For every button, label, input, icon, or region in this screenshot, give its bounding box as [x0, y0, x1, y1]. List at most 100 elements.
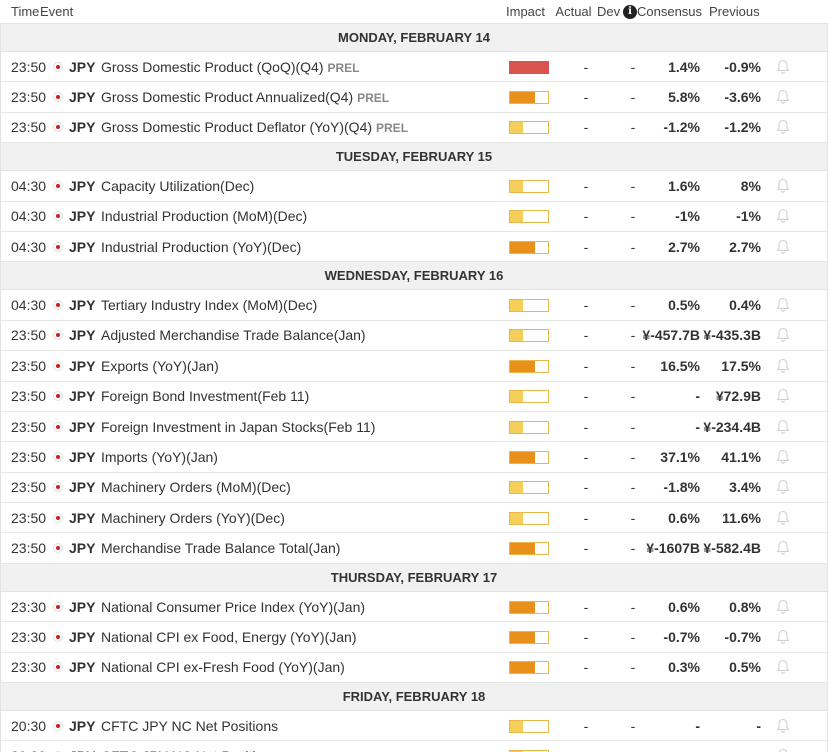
- event-name-cell[interactable]: CFTC JPY NC Net Positions: [101, 748, 278, 752]
- bell-icon[interactable]: [776, 479, 790, 495]
- event-row[interactable]: 23:50 JPY Gross Domestic Product (QoQ)(Q4)…: [0, 52, 828, 83]
- bell-icon[interactable]: [776, 419, 790, 435]
- event-name[interactable]: Machinery Orders (YoY)(Dec): [101, 509, 285, 526]
- previous-value: -1.2%: [724, 119, 761, 136]
- event-row[interactable]: 23:50 JPY Machinery Orders (YoY)(Dec) - - 0.6…: [0, 503, 828, 534]
- event-name-cell[interactable]: National CPI ex Food, Energy (YoY)(Jan): [101, 629, 357, 645]
- bell-icon[interactable]: [776, 599, 790, 615]
- event-name[interactable]: Machinery Orders (MoM)(Dec): [101, 479, 291, 496]
- event-name-cell[interactable]: Merchandise Trade Balance Total(Jan): [101, 540, 340, 556]
- bell-icon[interactable]: [776, 718, 790, 734]
- event-row[interactable]: 23:30 JPY National Consumer Price Index (Y…: [0, 591, 828, 623]
- bell-icon[interactable]: [776, 629, 790, 645]
- bell-icon[interactable]: [776, 540, 790, 556]
- event-name-cell[interactable]: Exports (YoY)(Jan): [101, 358, 219, 374]
- event-name-cell[interactable]: National CPI ex-Fresh Food (YoY)(Jan): [101, 659, 345, 675]
- event-name-cell[interactable]: Gross Domestic Product Annualized(Q4) PRE…: [101, 89, 389, 105]
- event-name[interactable]: Tertiary Industry Index (MoM)(Dec): [101, 297, 318, 314]
- event-name-cell[interactable]: Gross Domestic Product Deflator (YoY)(Q4…: [101, 119, 408, 135]
- bell-icon[interactable]: [776, 748, 790, 752]
- event-name-cell[interactable]: Foreign Investment in Japan Stocks(Feb 1…: [101, 419, 375, 435]
- event-name-cell[interactable]: National Consumer Price Index (YoY)(Jan): [101, 599, 365, 615]
- bell-icon[interactable]: [776, 59, 790, 75]
- event-name-cell[interactable]: Industrial Production (YoY)(Dec): [101, 239, 301, 255]
- bell-icon[interactable]: [776, 208, 790, 224]
- event-name[interactable]: National CPI ex Food, Energy (YoY)(Jan): [101, 628, 357, 645]
- event-row[interactable]: 23:50 JPY Gross Domestic Product Deflator …: [0, 112, 828, 144]
- bell-icon[interactable]: [776, 358, 790, 374]
- actual-value: -: [583, 628, 589, 645]
- event-name-cell[interactable]: Tertiary Industry Index (MoM)(Dec): [101, 297, 317, 313]
- japan-flag-icon: [53, 451, 63, 462]
- consensus-value: 1.4%: [668, 58, 700, 75]
- event-name-cell[interactable]: CFTC JPY NC Net Positions: [101, 718, 278, 734]
- event-time: 20:30: [11, 748, 51, 752]
- event-name-cell[interactable]: Imports (YoY)(Jan): [101, 449, 218, 465]
- event-row[interactable]: 23:50 JPY Foreign Investment in Japan Stoc…: [0, 411, 828, 443]
- event-currency: JPY: [69, 238, 96, 255]
- event-name-cell[interactable]: Adjusted Merchandise Trade Balance(Jan): [101, 327, 366, 343]
- bell-icon[interactable]: [776, 239, 790, 255]
- event-row[interactable]: 04:30 JPY Industrial Production (MoM)(Dec)…: [0, 201, 828, 232]
- previous-value: 17.5%: [721, 357, 761, 374]
- event-name[interactable]: Industrial Production (MoM)(Dec): [101, 208, 308, 225]
- event-row[interactable]: 23:50 JPY Exports (YoY)(Jan) - - 16.5% 17.5%: [0, 351, 828, 382]
- event-row[interactable]: 23:50 JPY Merchandise Trade Balance Total(…: [0, 533, 828, 564]
- event-name-cell[interactable]: Machinery Orders (YoY)(Dec): [101, 510, 285, 526]
- event-name[interactable]: Exports (YoY)(Jan): [101, 357, 219, 374]
- event-name[interactable]: CFTC JPY NC Net Positions: [101, 717, 279, 734]
- event-row[interactable]: 23:30 JPY National CPI ex Food, Energy (Yo…: [0, 622, 828, 653]
- japan-flag-icon: [53, 241, 63, 252]
- bell-icon[interactable]: [776, 659, 790, 675]
- previous-value: 8%: [740, 177, 761, 194]
- event-row[interactable]: 04:30 JPY Tertiary Industry Index (MoM)(De…: [0, 290, 828, 321]
- prel-badge: PREL: [376, 121, 409, 136]
- prel-badge: PREL: [327, 60, 360, 75]
- event-row[interactable]: 04:30 JPY Industrial Production (YoY)(Dec)…: [0, 231, 828, 263]
- info-icon[interactable]: i: [623, 4, 637, 19]
- bell-icon[interactable]: [776, 510, 790, 526]
- event-time: 23:50: [11, 448, 47, 465]
- event-time: 04:30: [11, 238, 47, 255]
- bell-icon[interactable]: [776, 178, 790, 194]
- event-row[interactable]: 23:50 JPY Machinery Orders (MoM)(Dec) - - -1.…: [0, 472, 828, 504]
- deviation-value: -: [630, 297, 636, 314]
- event-name[interactable]: Imports (YoY)(Jan): [101, 448, 218, 465]
- bell-icon[interactable]: [776, 449, 790, 465]
- event-name-cell[interactable]: Industrial Production (MoM)(Dec): [101, 208, 307, 224]
- japan-flag-icon: [53, 512, 63, 523]
- event-row[interactable]: 23:50 JPY Imports (YoY)(Jan) - - 37.1% 41.1%: [0, 442, 828, 473]
- event-name[interactable]: National Consumer Price Index (YoY)(Jan): [101, 598, 366, 615]
- event-name[interactable]: Industrial Production (YoY)(Dec): [101, 238, 302, 255]
- event-row[interactable]: 23:30 JPY National CPI ex-Fresh Food (YoY)…: [0, 652, 828, 684]
- bell-icon[interactable]: [776, 297, 790, 313]
- event-row[interactable]: 20:30 JPY CFTC JPY NC Net Positions - - - -: [0, 741, 828, 752]
- event-name[interactable]: CFTC JPY NC Net Positions: [101, 748, 278, 752]
- previous-value: -0.7%: [724, 628, 761, 645]
- event-name-cell[interactable]: Foreign Bond Investment(Feb 11): [101, 388, 309, 404]
- japan-flag-icon: [53, 180, 63, 191]
- event-name-cell[interactable]: Machinery Orders (MoM)(Dec): [101, 479, 291, 495]
- event-row[interactable]: 04:30 JPY Capacity Utilization(Dec) - - 1.6% 8…: [0, 171, 828, 202]
- bell-icon[interactable]: [776, 388, 790, 404]
- bell-icon[interactable]: [776, 327, 790, 343]
- bell-icon[interactable]: [776, 89, 790, 105]
- event-name[interactable]: Capacity Utilization(Dec): [101, 177, 255, 194]
- event-name[interactable]: Gross Domestic Product (QoQ)(Q4): [101, 58, 324, 75]
- japan-flag-icon: [53, 330, 63, 341]
- event-name[interactable]: Gross Domestic Product Deflator (YoY)(Q4…: [101, 119, 373, 136]
- event-row[interactable]: 23:50 JPY Gross Domestic Product Annualize…: [0, 82, 828, 113]
- event-name[interactable]: National CPI ex-Fresh Food (YoY)(Jan): [101, 659, 345, 676]
- deviation-value: -: [630, 177, 636, 194]
- event-name[interactable]: Foreign Investment in Japan Stocks(Feb 1…: [101, 418, 376, 435]
- bell-icon[interactable]: [776, 119, 790, 135]
- event-row[interactable]: 23:50 JPY Adjusted Merchandise Trade Balan…: [0, 320, 828, 352]
- event-name[interactable]: Gross Domestic Product Annualized(Q4): [101, 89, 354, 106]
- event-name-cell[interactable]: Capacity Utilization(Dec): [101, 178, 254, 194]
- event-row[interactable]: 20:30 JPY CFTC JPY NC Net Positions - - - -: [0, 711, 828, 742]
- event-row[interactable]: 23:50 JPY Foreign Bond Investment(Feb 11) -…: [0, 381, 828, 412]
- event-name[interactable]: Merchandise Trade Balance Total(Jan): [101, 540, 341, 557]
- event-name-cell[interactable]: Gross Domestic Product (QoQ)(Q4) PREL: [101, 59, 360, 75]
- event-name[interactable]: Adjusted Merchandise Trade Balance(Jan): [101, 327, 366, 344]
- event-name[interactable]: Foreign Bond Investment(Feb 11): [101, 388, 310, 405]
